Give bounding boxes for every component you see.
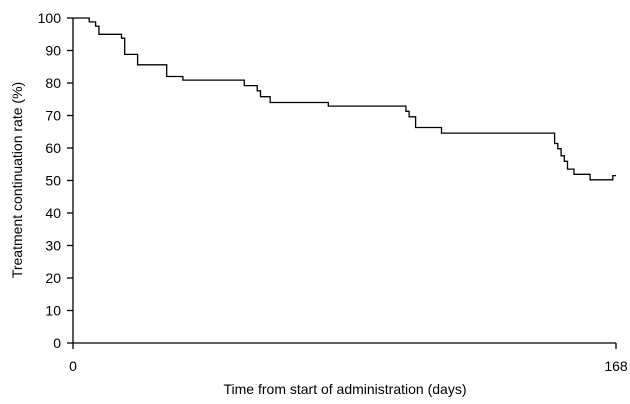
y-tick-labels: 0 10 20 30 40 50 60 70 80 90 100 [38, 10, 62, 351]
y-ticks [67, 17, 73, 344]
x-axis-title: Time from start of administration (days) [224, 381, 467, 397]
x-ticks [72, 343, 617, 349]
y-axis-title: Treatment continuation rate (%) [9, 82, 25, 278]
y-tick-label: 10 [45, 303, 61, 319]
x-axis: 0 168 [69, 342, 628, 374]
y-tick-label: 100 [38, 10, 62, 26]
x-tick-label: 0 [69, 358, 77, 374]
km-step-curve [73, 17, 616, 181]
y-tick-label: 30 [45, 238, 61, 254]
y-tick-label: 20 [45, 270, 61, 286]
y-tick-label: 70 [45, 108, 61, 124]
y-tick-label: 80 [45, 75, 61, 91]
y-tick-label: 0 [53, 335, 61, 351]
y-tick-label: 90 [45, 43, 61, 59]
x-tick-labels: 0 168 [69, 358, 628, 374]
y-tick-label: 60 [45, 140, 61, 156]
y-tick-label: 40 [45, 205, 61, 221]
y-axis: 0 10 20 30 40 50 60 70 80 90 100 [38, 10, 74, 351]
y-tick-label: 50 [45, 173, 61, 189]
x-tick-label: 168 [604, 358, 628, 374]
